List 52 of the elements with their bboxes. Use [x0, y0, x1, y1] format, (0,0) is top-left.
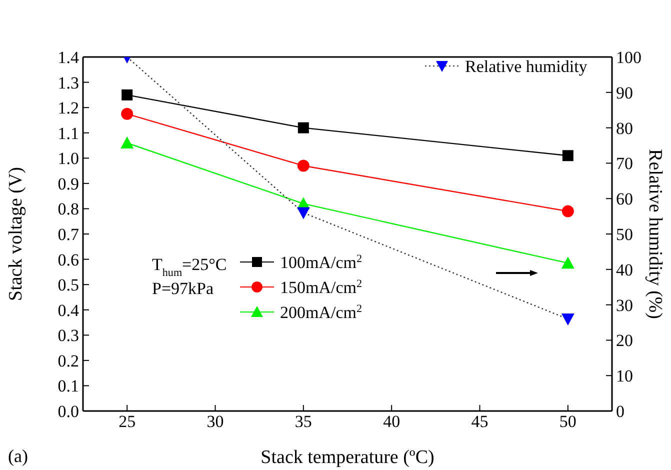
x-tick-label: 35 — [294, 412, 312, 432]
y-tick-label: 1.4 — [58, 48, 80, 68]
y2-tick-label: 40 — [616, 260, 633, 280]
y-tick-label: 1.3 — [58, 73, 79, 92]
x-tick-label: 40 — [383, 412, 400, 432]
legend-label: Relative humidity — [465, 57, 588, 76]
y-tick-label: 0.5 — [58, 276, 79, 295]
y2-tick-label: 100 — [616, 48, 642, 68]
y-axis-title: Stack voltage (V) — [6, 166, 27, 302]
legend-label: 100mA/cm$^{2}$ — [280, 253, 362, 272]
annotation: T$_{hum}$=25°C — [152, 255, 227, 279]
y2-tick-label: 70 — [616, 154, 633, 174]
x-tick-label: 45 — [471, 412, 488, 432]
x-tick-label: 50 — [559, 412, 576, 432]
y-tick-label: 0.4 — [58, 300, 80, 320]
legend-label: 200mA/cm$^{2}$ — [280, 303, 362, 322]
point — [561, 256, 574, 269]
point — [122, 89, 133, 100]
y2-tick-label: 60 — [616, 190, 633, 209]
y-tick-label: 0.0 — [58, 402, 79, 422]
text: (a) — [8, 446, 28, 466]
point — [121, 108, 134, 120]
y-tick-label: 0.8 — [58, 200, 79, 219]
point — [296, 207, 310, 220]
point — [120, 136, 134, 148]
y2-tick-label: 10 — [616, 366, 633, 386]
point — [562, 205, 574, 218]
y-tick-label: 0.2 — [58, 351, 79, 370]
point — [561, 313, 574, 326]
legend-label: 150mA/cm$^{2}$ — [280, 278, 362, 297]
y2-tick-label: 20 — [616, 331, 633, 350]
y2-tick-label: 30 — [616, 296, 633, 315]
y-tick-label: 1.1 — [58, 124, 79, 143]
y-tick-label: 1.0 — [58, 149, 79, 168]
y-tick-label: 1.2 — [58, 98, 79, 118]
y2-tick-label: 50 — [616, 225, 633, 244]
point — [298, 122, 309, 134]
x-axis-title: Stack temperature (ºC) — [260, 447, 434, 468]
y-tick-label: 0.7 — [58, 225, 80, 244]
y-tick-label: 0.1 — [58, 376, 79, 396]
x-tick-label: 30 — [206, 412, 224, 432]
y-tick-label: 0.3 — [58, 326, 79, 346]
y2-axis-title: Relative humidity (%) — [644, 149, 666, 319]
annotation: P=97kPa — [152, 279, 214, 298]
y-tick-label: 0.9 — [58, 174, 79, 194]
y2-tick-label: 0 — [616, 402, 624, 422]
x-tick-label: 25 — [118, 412, 136, 432]
y2-tick-label: 90 — [616, 83, 633, 102]
y2-tick-label: 80 — [616, 118, 633, 138]
point — [297, 160, 310, 172]
y-tick-label: 0.6 — [58, 250, 79, 270]
point — [562, 150, 574, 162]
